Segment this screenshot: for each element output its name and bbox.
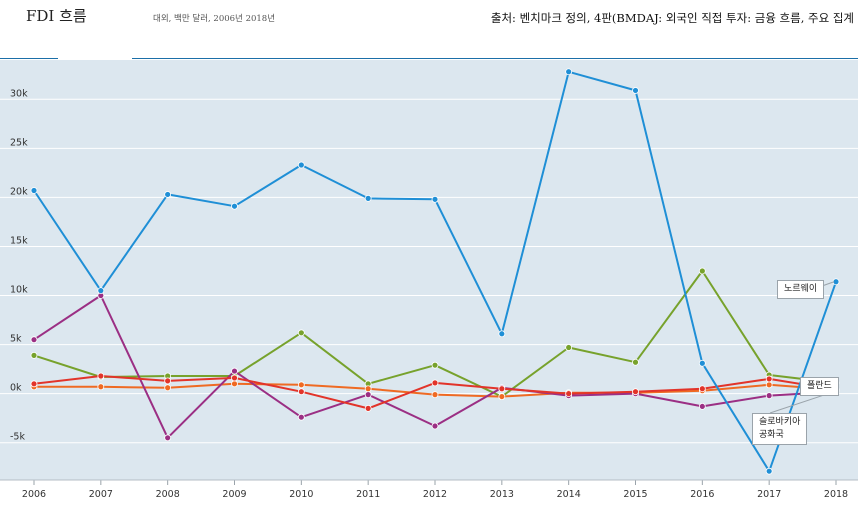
y-tick-label: 10k: [10, 285, 28, 296]
x-tick-label: 2014: [557, 489, 581, 500]
data-point-czech: [765, 381, 773, 389]
slovakia-callout-line2: 공화국: [759, 430, 784, 440]
data-point-norway: [765, 467, 773, 475]
data-point-hungary: [297, 329, 305, 337]
data-point-norway: [698, 359, 706, 367]
data-point-hungary: [565, 344, 573, 351]
data-point-hungary: [632, 358, 639, 366]
x-tick-label: 2006: [22, 489, 46, 500]
data-point-slovakia: [297, 413, 305, 421]
data-point-hungary: [30, 351, 38, 359]
data-point-poland: [765, 375, 773, 383]
data-point-norway: [364, 194, 372, 202]
slovakia-callout: 슬로바키아 공화국: [752, 413, 808, 445]
data-point-poland: [30, 380, 38, 388]
data-point-poland: [698, 385, 706, 393]
y-tick-label: 5k: [10, 334, 22, 345]
data-point-poland: [632, 388, 639, 396]
data-point-norway: [632, 87, 639, 94]
chart-source: 출처: 벤치마크 정의, 4판(BMDAJ: 외국인 직접 투자: 금융 흐름,…: [490, 11, 854, 25]
data-point-slovakia: [431, 422, 439, 430]
data-point-norway: [498, 330, 506, 338]
data-point-czech: [297, 381, 305, 389]
data-point-poland: [364, 404, 372, 412]
y-tick-label: 20k: [10, 186, 28, 197]
data-point-norway: [97, 287, 105, 295]
x-tick-label: 2016: [690, 489, 714, 500]
data-point-poland: [231, 374, 238, 382]
chart-subtitle: 대외, 백만 달러, 2006년 2018년: [153, 14, 276, 24]
data-point-slovakia: [364, 391, 372, 399]
x-tick-label: 2008: [156, 489, 180, 500]
x-tick-label: 2012: [423, 489, 447, 500]
slovakia-callout-line1: 슬로바키아: [759, 417, 801, 427]
data-point-czech: [498, 393, 506, 400]
tab-indicator: [58, 57, 132, 60]
y-tick-label: 15k: [10, 235, 28, 246]
line-chart: -5k 0k 5k 10k 15k 20k 25k 30k 2006 2007 2008 2009 20…: [0, 60, 858, 500]
x-tick-label: 2017: [757, 489, 781, 500]
data-point-slovakia: [30, 336, 38, 344]
chart-header: FDI 흐름 대외, 백만 달러, 2006년 2018년 출처: 벤치마크 정…: [0, 0, 858, 59]
data-point-slovakia: [765, 392, 773, 400]
data-point-poland: [164, 377, 172, 385]
x-tick-label: 2011: [356, 489, 380, 500]
data-point-poland: [297, 388, 305, 396]
data-point-czech: [364, 385, 372, 393]
plot-area: [0, 60, 858, 480]
poland-callout-label: 폴란드: [807, 381, 832, 391]
data-point-norway: [30, 187, 38, 194]
data-point-poland: [431, 379, 439, 387]
norway-callout: 노르웨이: [777, 280, 825, 299]
data-point-poland: [565, 390, 573, 398]
data-point-poland: [498, 385, 506, 393]
x-tick-label: 2010: [289, 489, 313, 500]
data-point-czech: [97, 383, 105, 391]
y-tick-label: 30k: [10, 88, 28, 99]
data-point-slovakia: [698, 403, 706, 410]
data-point-czech: [231, 380, 238, 388]
data-point-hungary: [431, 361, 439, 369]
x-tick-label: 2015: [623, 489, 647, 500]
y-tick-label: 0k: [10, 383, 22, 394]
data-point-norway: [297, 161, 305, 169]
y-tick-label: 25k: [10, 137, 28, 148]
data-point-czech: [431, 391, 439, 399]
chart-title: FDI 흐름: [26, 7, 87, 25]
norway-callout-label: 노르웨이: [784, 284, 818, 294]
data-point-slovakia: [231, 367, 238, 375]
data-point-norway: [164, 191, 172, 198]
data-point-norway: [565, 68, 573, 76]
x-tick-label: 2013: [490, 489, 514, 500]
y-tick-label: -5k: [10, 432, 25, 443]
x-tick-label: 2018: [824, 489, 848, 500]
x-tick-label: 2007: [89, 489, 113, 500]
data-point-hungary: [698, 267, 706, 275]
poland-callout: 폴란드: [800, 377, 839, 396]
data-point-slovakia: [164, 434, 172, 442]
data-point-czech: [164, 384, 172, 392]
x-tick-label: 2009: [222, 489, 246, 500]
data-point-norway: [431, 195, 439, 203]
data-point-norway: [231, 202, 238, 210]
data-point-poland: [97, 372, 105, 380]
